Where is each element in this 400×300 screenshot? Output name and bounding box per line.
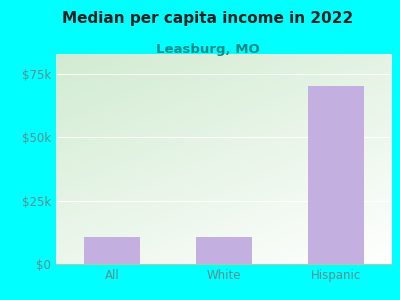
- Bar: [84, 237, 140, 264]
- Bar: [308, 85, 364, 264]
- Text: Median per capita income in 2022: Median per capita income in 2022: [62, 11, 354, 26]
- Text: Leasburg, MO: Leasburg, MO: [156, 44, 260, 56]
- Bar: [196, 237, 252, 264]
